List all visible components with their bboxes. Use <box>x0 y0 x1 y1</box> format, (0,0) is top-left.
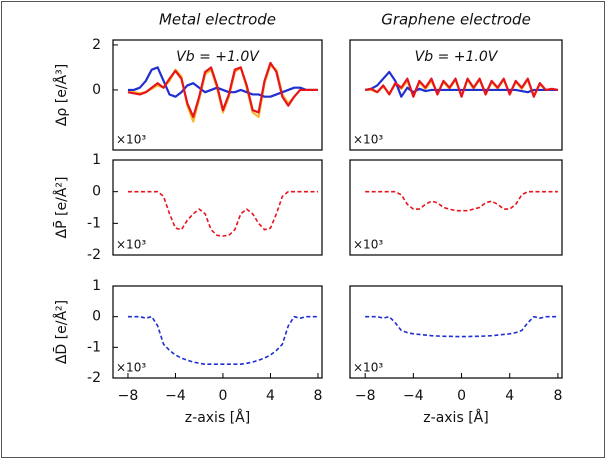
x-tick-label: 4 <box>505 388 514 404</box>
panel-frame <box>349 39 563 151</box>
panel-frame <box>112 159 323 256</box>
x-tick-label: −4 <box>165 388 186 404</box>
plot-area <box>127 190 318 237</box>
y-tick-label: -1 <box>87 339 101 355</box>
scale-label: ×10³ <box>353 238 383 252</box>
x-tick-label: 8 <box>314 388 323 404</box>
series-line <box>364 77 559 98</box>
y-tick-label: -2 <box>87 247 101 263</box>
panel-frame <box>112 285 323 379</box>
y-tick-label: 0 <box>92 184 101 200</box>
plot-area <box>365 315 558 338</box>
series-line <box>127 64 318 123</box>
series-line <box>127 61 318 119</box>
series-line <box>364 70 558 98</box>
x-axis-label: z-axis [Å] <box>423 409 488 426</box>
scale-label: ×10³ <box>116 133 146 147</box>
scale-label: ×10³ <box>116 361 146 375</box>
y-axis-label: ΔP̄ [e/Å²] <box>52 177 70 239</box>
series-line <box>127 66 318 98</box>
panel-frame <box>349 159 563 256</box>
panel-title: Graphene electrode <box>381 11 531 29</box>
x-tick-label: 0 <box>457 388 466 404</box>
y-tick-label: 0 <box>92 82 101 98</box>
plot-area <box>364 70 559 98</box>
panel-title: Metal electrode <box>159 11 276 29</box>
x-tick-label: −8 <box>118 388 139 404</box>
y-axis-label: Δρ [e/Å³] <box>53 64 70 126</box>
y-tick-label: -2 <box>87 370 101 386</box>
series-line <box>365 315 558 338</box>
plot-area <box>127 61 318 123</box>
bias-annotation: Vb = +1.0V <box>176 49 260 65</box>
y-tick-label: 1 <box>92 278 101 294</box>
plot-area <box>127 315 318 365</box>
plot-area <box>365 190 558 212</box>
series-line <box>127 315 318 365</box>
x-tick-label: −8 <box>355 388 376 404</box>
y-tick-label: 1 <box>92 152 101 168</box>
y-tick-label: 2 <box>92 37 101 53</box>
x-tick-label: 8 <box>553 388 562 404</box>
scale-label: ×10³ <box>353 361 383 375</box>
x-axis-label: z-axis [Å] <box>185 409 250 426</box>
scale-label: ×10³ <box>353 133 383 147</box>
y-axis-label: ΔD̄ [e/Å²] <box>52 300 70 364</box>
x-tick-label: 0 <box>219 388 228 404</box>
panel-frame <box>349 285 563 379</box>
series-line <box>365 190 558 212</box>
x-tick-label: −4 <box>403 388 424 404</box>
series-line <box>127 190 318 237</box>
bias-annotation: Vb = +1.0V <box>415 49 499 65</box>
panel-frame <box>112 39 323 151</box>
scale-label: ×10³ <box>116 238 146 252</box>
x-tick-label: 4 <box>266 388 275 404</box>
y-tick-label: 0 <box>92 309 101 325</box>
y-tick-label: -1 <box>87 215 101 231</box>
